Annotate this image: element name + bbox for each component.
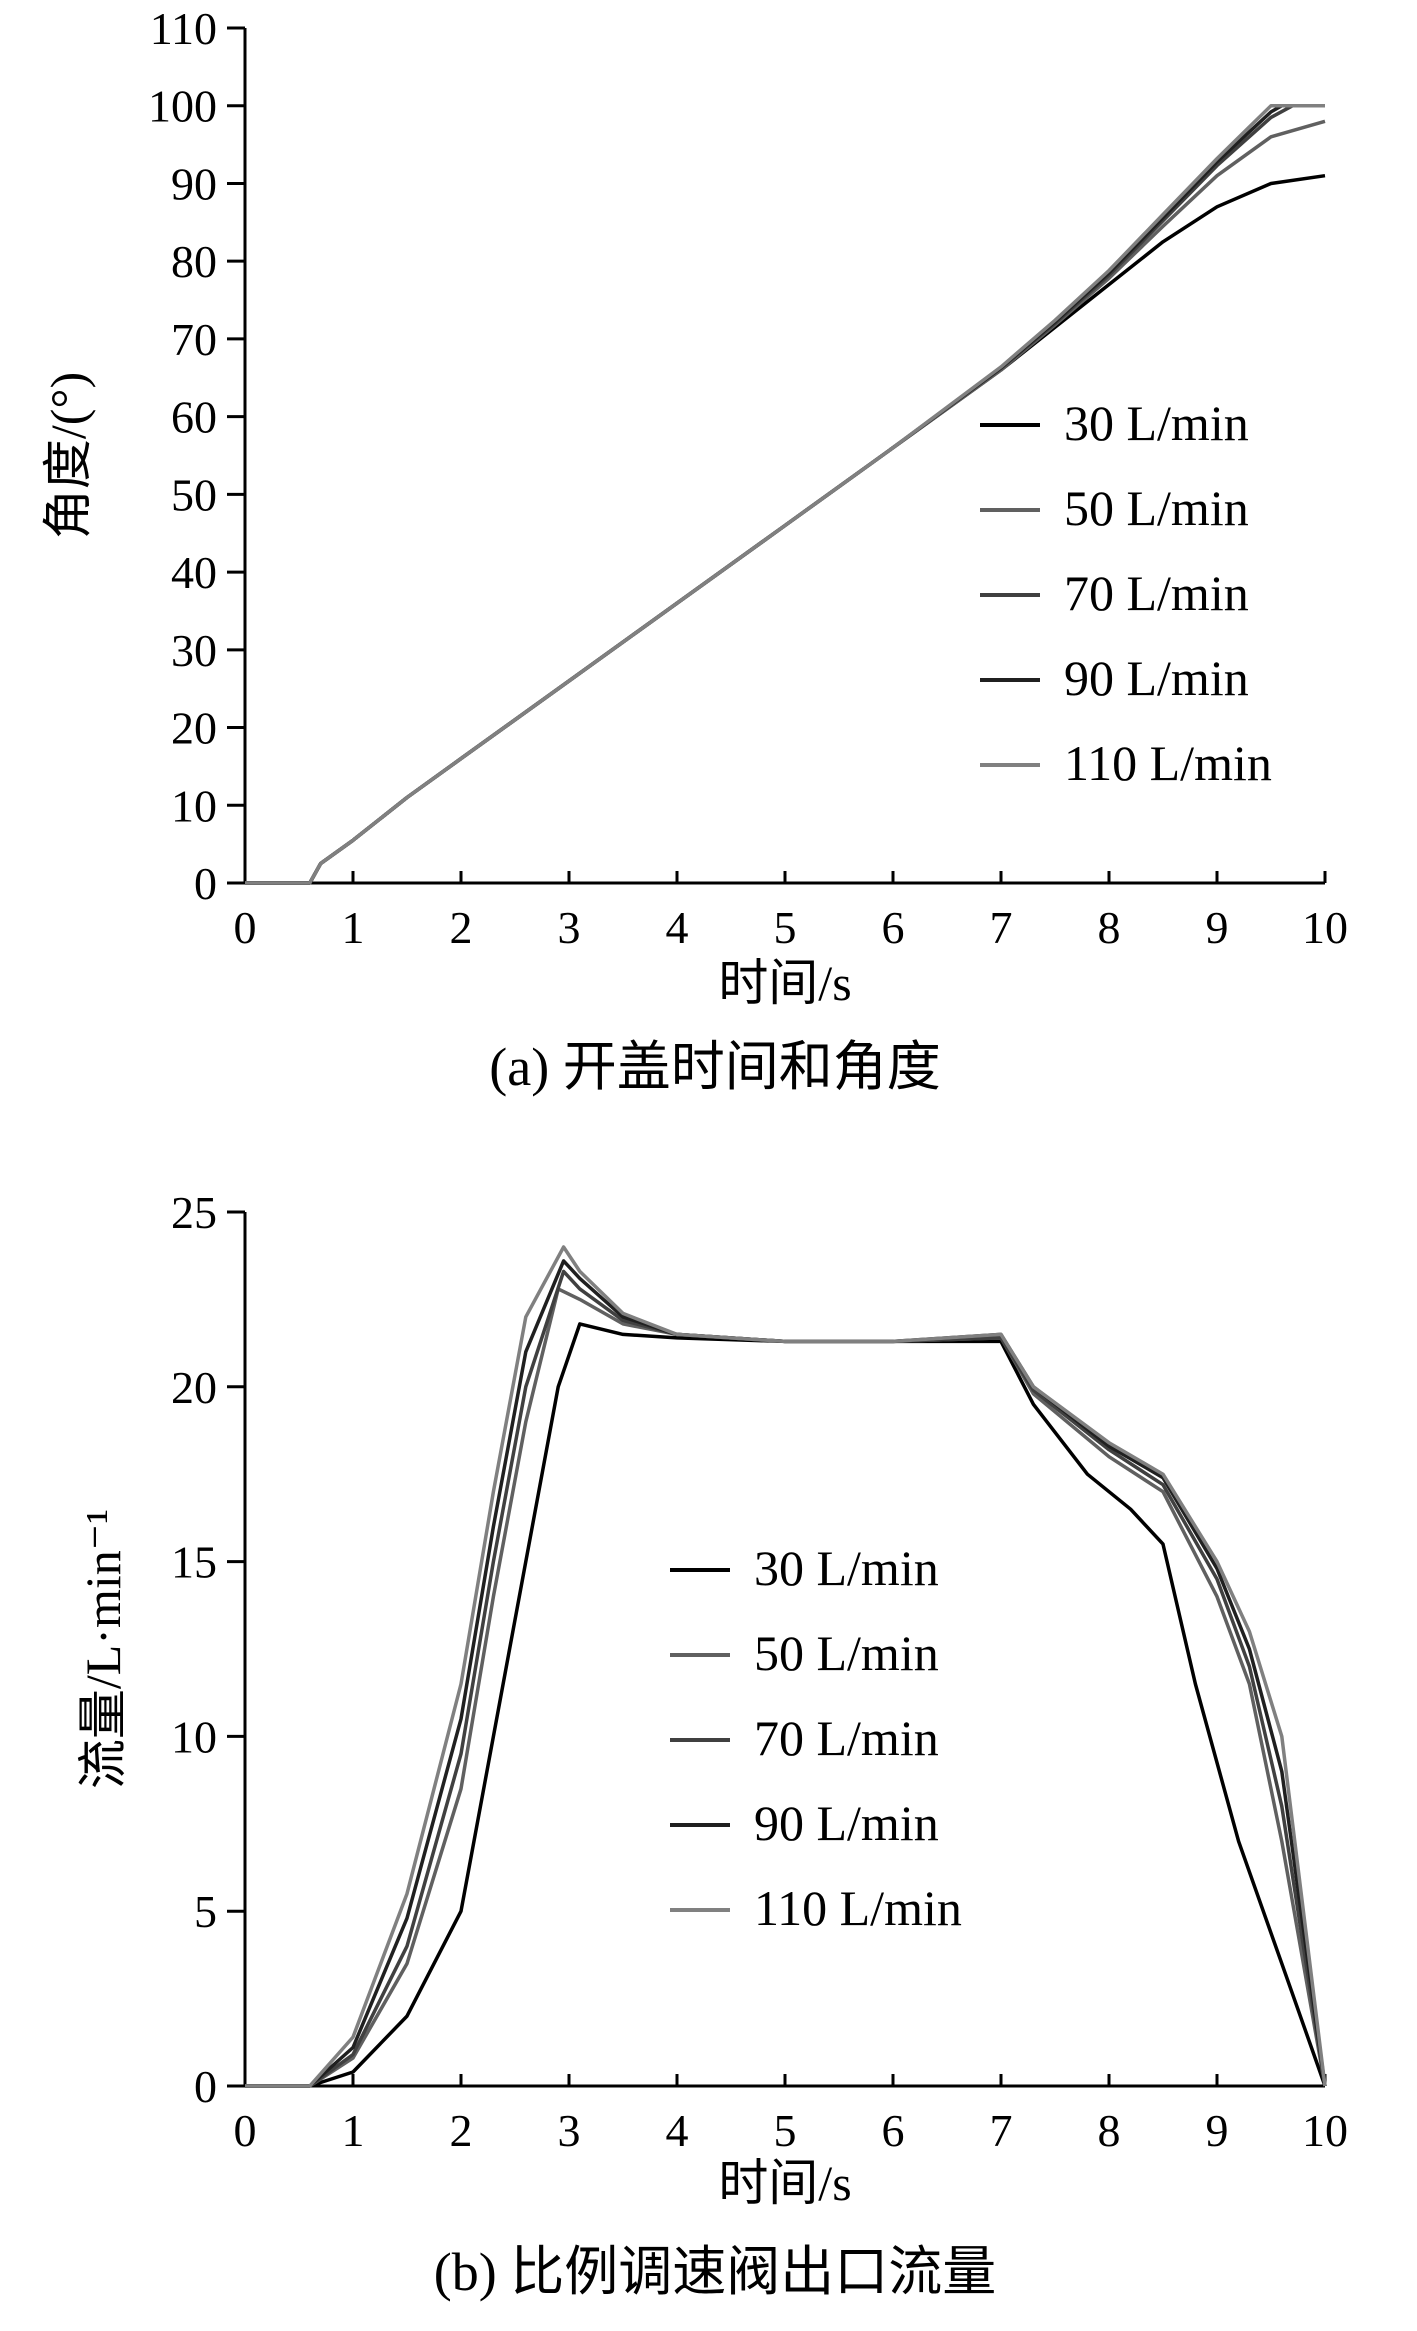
y-tick-label: 110 <box>150 3 217 54</box>
y-tick-label: 25 <box>171 1187 217 1238</box>
series-line-110 <box>245 103 1325 885</box>
x-tick-label: 0 <box>234 2105 257 2156</box>
legend-label-30: 30 L/min <box>1064 395 1249 451</box>
series-line-110 <box>245 1245 1327 2088</box>
x-tick-label: 9 <box>1206 2105 1229 2156</box>
x-tick-label: 4 <box>666 2105 689 2156</box>
y-tick-label: 5 <box>194 1886 217 1937</box>
y-tick-label: 10 <box>171 1711 217 1762</box>
y-tick-label: 50 <box>171 469 217 520</box>
x-tick-label: 5 <box>774 2105 797 2156</box>
x-tick-label: 2 <box>450 2105 473 2156</box>
x-tick-label: 5 <box>774 902 797 953</box>
chart-a: 0 1 2 3 4 5 6 7 8 9 10010203040506070809010011030 … <box>40 3 1348 1097</box>
x-tick-label: 2 <box>450 902 473 953</box>
x-tick-label: 8 <box>1098 2105 1121 2156</box>
x-tick-label: 1 <box>342 2105 365 2156</box>
y-tick-label: 60 <box>171 392 217 443</box>
y-tick-label: 20 <box>171 1362 217 1413</box>
y-tick-label: 0 <box>194 2061 217 2112</box>
y-tick-label: 80 <box>171 236 217 287</box>
x-tick-label: 6 <box>882 2105 905 2156</box>
legend-label-70: 70 L/min <box>1064 565 1249 621</box>
x-tick-label: 7 <box>990 902 1013 953</box>
y-tick-label: 70 <box>171 314 217 365</box>
y-axis-label: 流量/L·min⁻¹ <box>75 1509 131 1789</box>
y-tick-label: 100 <box>148 81 217 132</box>
x-axis-label: 时间/s <box>718 955 851 1011</box>
chart-caption: (a) 开盖时间和角度 <box>489 1037 940 1097</box>
y-axis-label: 角度/(°) <box>40 372 96 539</box>
legend-label-30: 30 L/min <box>754 1540 939 1596</box>
y-tick-label: 40 <box>171 547 217 598</box>
y-tick-label: 10 <box>171 780 217 831</box>
chart-b: 0 1 2 3 4 5 6 7 8 9 10 0 5 10 15 20 25 30 L/min 50 L/min 70… <box>75 1187 1348 2302</box>
x-tick-label: 9 <box>1206 902 1229 953</box>
x-tick-label: 6 <box>882 902 905 953</box>
y-tick-label: 90 <box>171 158 217 209</box>
legend: 30 L/min 50 L/min 70 L/min 90 L/min 110 L/mi… <box>670 1540 962 1936</box>
series-line-30 <box>245 1322 1327 2088</box>
series-line-50 <box>245 1287 1327 2088</box>
y-tick-label: 20 <box>171 703 217 754</box>
legend-label-110: 110 L/min <box>1064 735 1272 791</box>
legend: 30 L/min 50 L/min 70 L/min 90 L/min 110 L/mi… <box>980 395 1272 791</box>
x-tick-label: 10 <box>1302 2105 1348 2156</box>
chart-caption: (b) 比例调速阀出口流量 <box>434 2242 996 2302</box>
legend-label-50: 50 L/min <box>1064 480 1249 536</box>
legend-label-90: 90 L/min <box>754 1795 939 1851</box>
x-tick-label: 0 <box>234 902 257 953</box>
y-tick-label: 30 <box>171 625 217 676</box>
legend-label-70: 70 L/min <box>754 1710 939 1766</box>
x-tick-label: 10 <box>1302 902 1348 953</box>
x-tick-label: 1 <box>342 902 365 953</box>
y-tick-label: 15 <box>171 1537 217 1588</box>
x-tick-label: 3 <box>558 2105 581 2156</box>
x-tick-label: 4 <box>666 902 689 953</box>
x-tick-label: 8 <box>1098 902 1121 953</box>
x-axis-label: 时间/s <box>718 2155 851 2211</box>
x-tick-label: 3 <box>558 902 581 953</box>
x-tick-label: 7 <box>990 2105 1013 2156</box>
legend-label-50: 50 L/min <box>754 1625 939 1681</box>
legend-label-110: 110 L/min <box>754 1880 962 1936</box>
legend-label-90: 90 L/min <box>1064 650 1249 706</box>
y-tick-label: 0 <box>194 858 217 909</box>
